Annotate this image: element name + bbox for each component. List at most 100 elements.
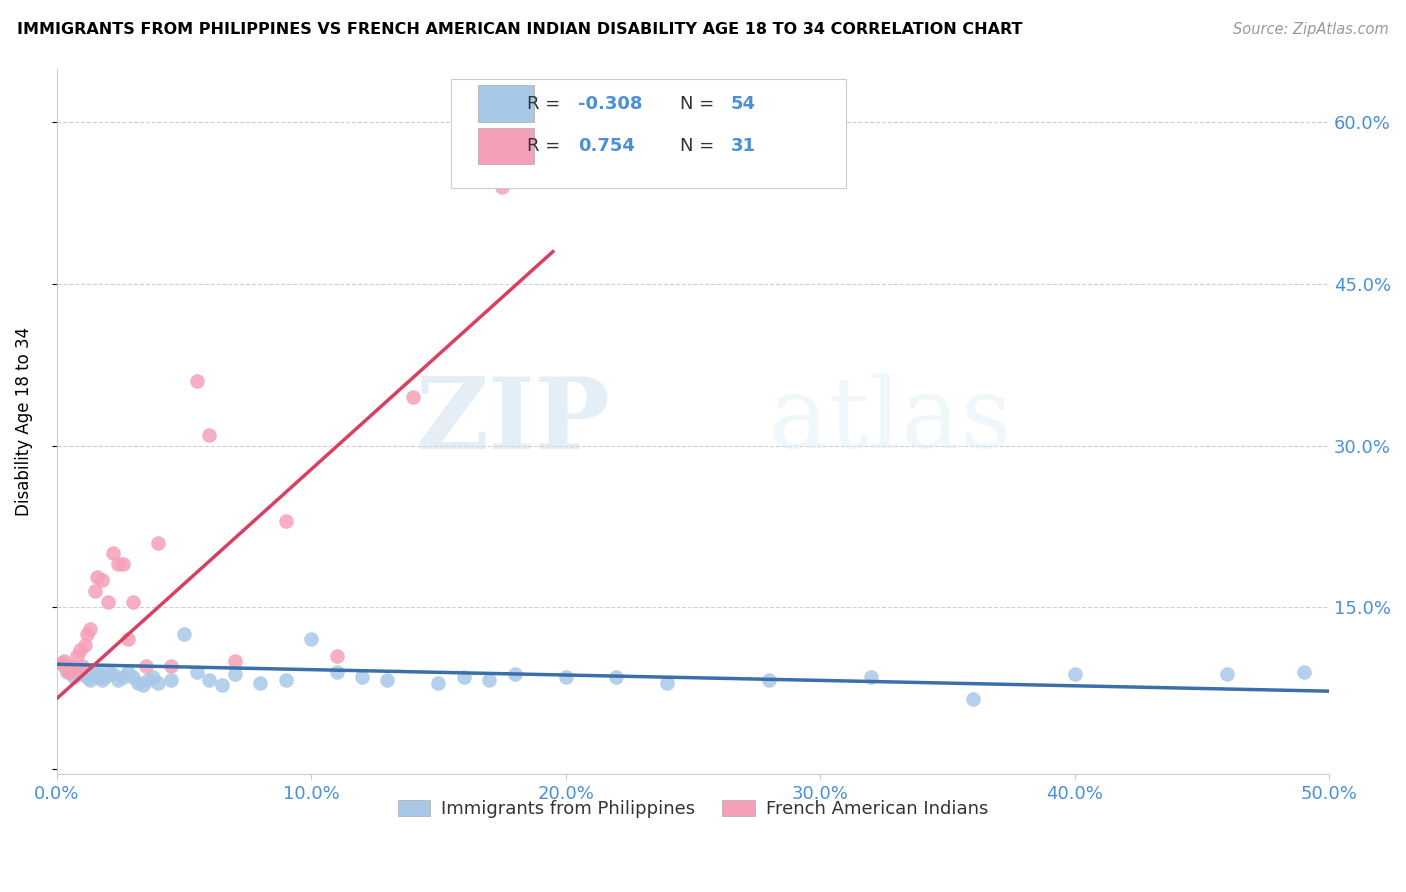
Point: [101, 546, 124, 560]
FancyBboxPatch shape: [478, 128, 534, 164]
Point: [63, 670, 86, 684]
Point: [73, 638, 96, 652]
Point: [70, 667, 93, 681]
Point: [859, 670, 882, 684]
Point: [173, 627, 195, 641]
Point: [160, 673, 183, 688]
Point: [122, 670, 145, 684]
Point: [69, 643, 91, 657]
Point: [96, 665, 118, 679]
Point: [73, 665, 96, 679]
Point: [82, 667, 104, 681]
Point: [136, 673, 159, 688]
Point: [70, 659, 93, 673]
Point: [83, 665, 105, 679]
Point: [274, 514, 297, 528]
Point: [274, 673, 297, 688]
Point: [1216, 667, 1239, 681]
Point: [402, 390, 425, 404]
Point: [148, 675, 170, 690]
Point: [160, 659, 183, 673]
Text: R =: R =: [527, 95, 567, 112]
Text: IMMIGRANTS FROM PHILIPPINES VS FRENCH AMERICAN INDIAN DISABILITY AGE 18 TO 34 CO: IMMIGRANTS FROM PHILIPPINES VS FRENCH AM…: [17, 22, 1022, 37]
Point: [325, 648, 347, 663]
Point: [478, 673, 501, 688]
Text: 54: 54: [731, 95, 756, 112]
Point: [107, 673, 129, 688]
Text: 31: 31: [731, 137, 756, 155]
Point: [211, 678, 233, 692]
Point: [657, 675, 679, 690]
Point: [148, 535, 170, 549]
Point: [758, 673, 780, 688]
Text: N =: N =: [681, 137, 720, 155]
Point: [249, 675, 271, 690]
Point: [53, 654, 76, 668]
Text: atlas: atlas: [769, 374, 1012, 469]
Point: [51, 656, 73, 670]
Point: [66, 648, 89, 663]
Point: [107, 557, 129, 571]
Point: [1292, 665, 1315, 679]
Point: [132, 678, 155, 692]
Text: N =: N =: [681, 95, 720, 112]
Point: [325, 665, 347, 679]
Point: [605, 670, 627, 684]
Point: [142, 670, 165, 684]
Point: [91, 673, 114, 688]
Point: [377, 673, 399, 688]
Point: [111, 670, 134, 684]
Point: [962, 691, 984, 706]
Point: [350, 670, 373, 684]
Point: [186, 665, 208, 679]
Point: [94, 670, 117, 684]
Point: [186, 374, 208, 388]
Point: [96, 595, 118, 609]
Point: [60, 659, 83, 673]
Text: ZIP: ZIP: [415, 373, 610, 470]
Point: [224, 654, 246, 668]
Text: R =: R =: [527, 137, 567, 155]
Point: [63, 663, 86, 677]
Point: [58, 663, 80, 677]
Point: [56, 663, 79, 677]
Point: [69, 663, 91, 677]
Point: [89, 667, 111, 681]
Point: [127, 675, 149, 690]
Point: [117, 632, 139, 647]
Point: [427, 675, 450, 690]
Point: [135, 659, 157, 673]
Legend: Immigrants from Philippines, French American Indians: Immigrants from Philippines, French Amer…: [391, 792, 995, 825]
Point: [53, 659, 76, 673]
FancyBboxPatch shape: [478, 86, 534, 122]
Point: [76, 670, 98, 684]
Point: [91, 573, 114, 587]
Point: [491, 180, 513, 194]
Text: 0.754: 0.754: [578, 137, 636, 155]
Point: [198, 427, 221, 442]
Point: [86, 670, 108, 684]
Point: [79, 622, 101, 636]
Point: [56, 665, 79, 679]
Point: [66, 665, 89, 679]
FancyBboxPatch shape: [451, 79, 845, 188]
Point: [1063, 667, 1085, 681]
Point: [51, 656, 73, 670]
Text: Source: ZipAtlas.com: Source: ZipAtlas.com: [1233, 22, 1389, 37]
Point: [101, 667, 124, 681]
Point: [83, 584, 105, 599]
Point: [111, 557, 134, 571]
Point: [122, 595, 145, 609]
Y-axis label: Disability Age 18 to 34: Disability Age 18 to 34: [15, 326, 32, 516]
Point: [79, 673, 101, 688]
Point: [117, 665, 139, 679]
Point: [554, 670, 576, 684]
Point: [58, 665, 80, 679]
Point: [60, 667, 83, 681]
Point: [224, 667, 246, 681]
Point: [76, 627, 98, 641]
Point: [503, 667, 526, 681]
Point: [198, 673, 221, 688]
Point: [299, 632, 322, 647]
Text: -0.308: -0.308: [578, 95, 643, 112]
